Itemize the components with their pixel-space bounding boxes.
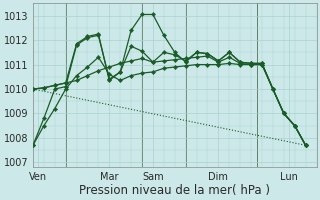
X-axis label: Pression niveau de la mer( hPa ): Pression niveau de la mer( hPa ) (79, 184, 270, 197)
